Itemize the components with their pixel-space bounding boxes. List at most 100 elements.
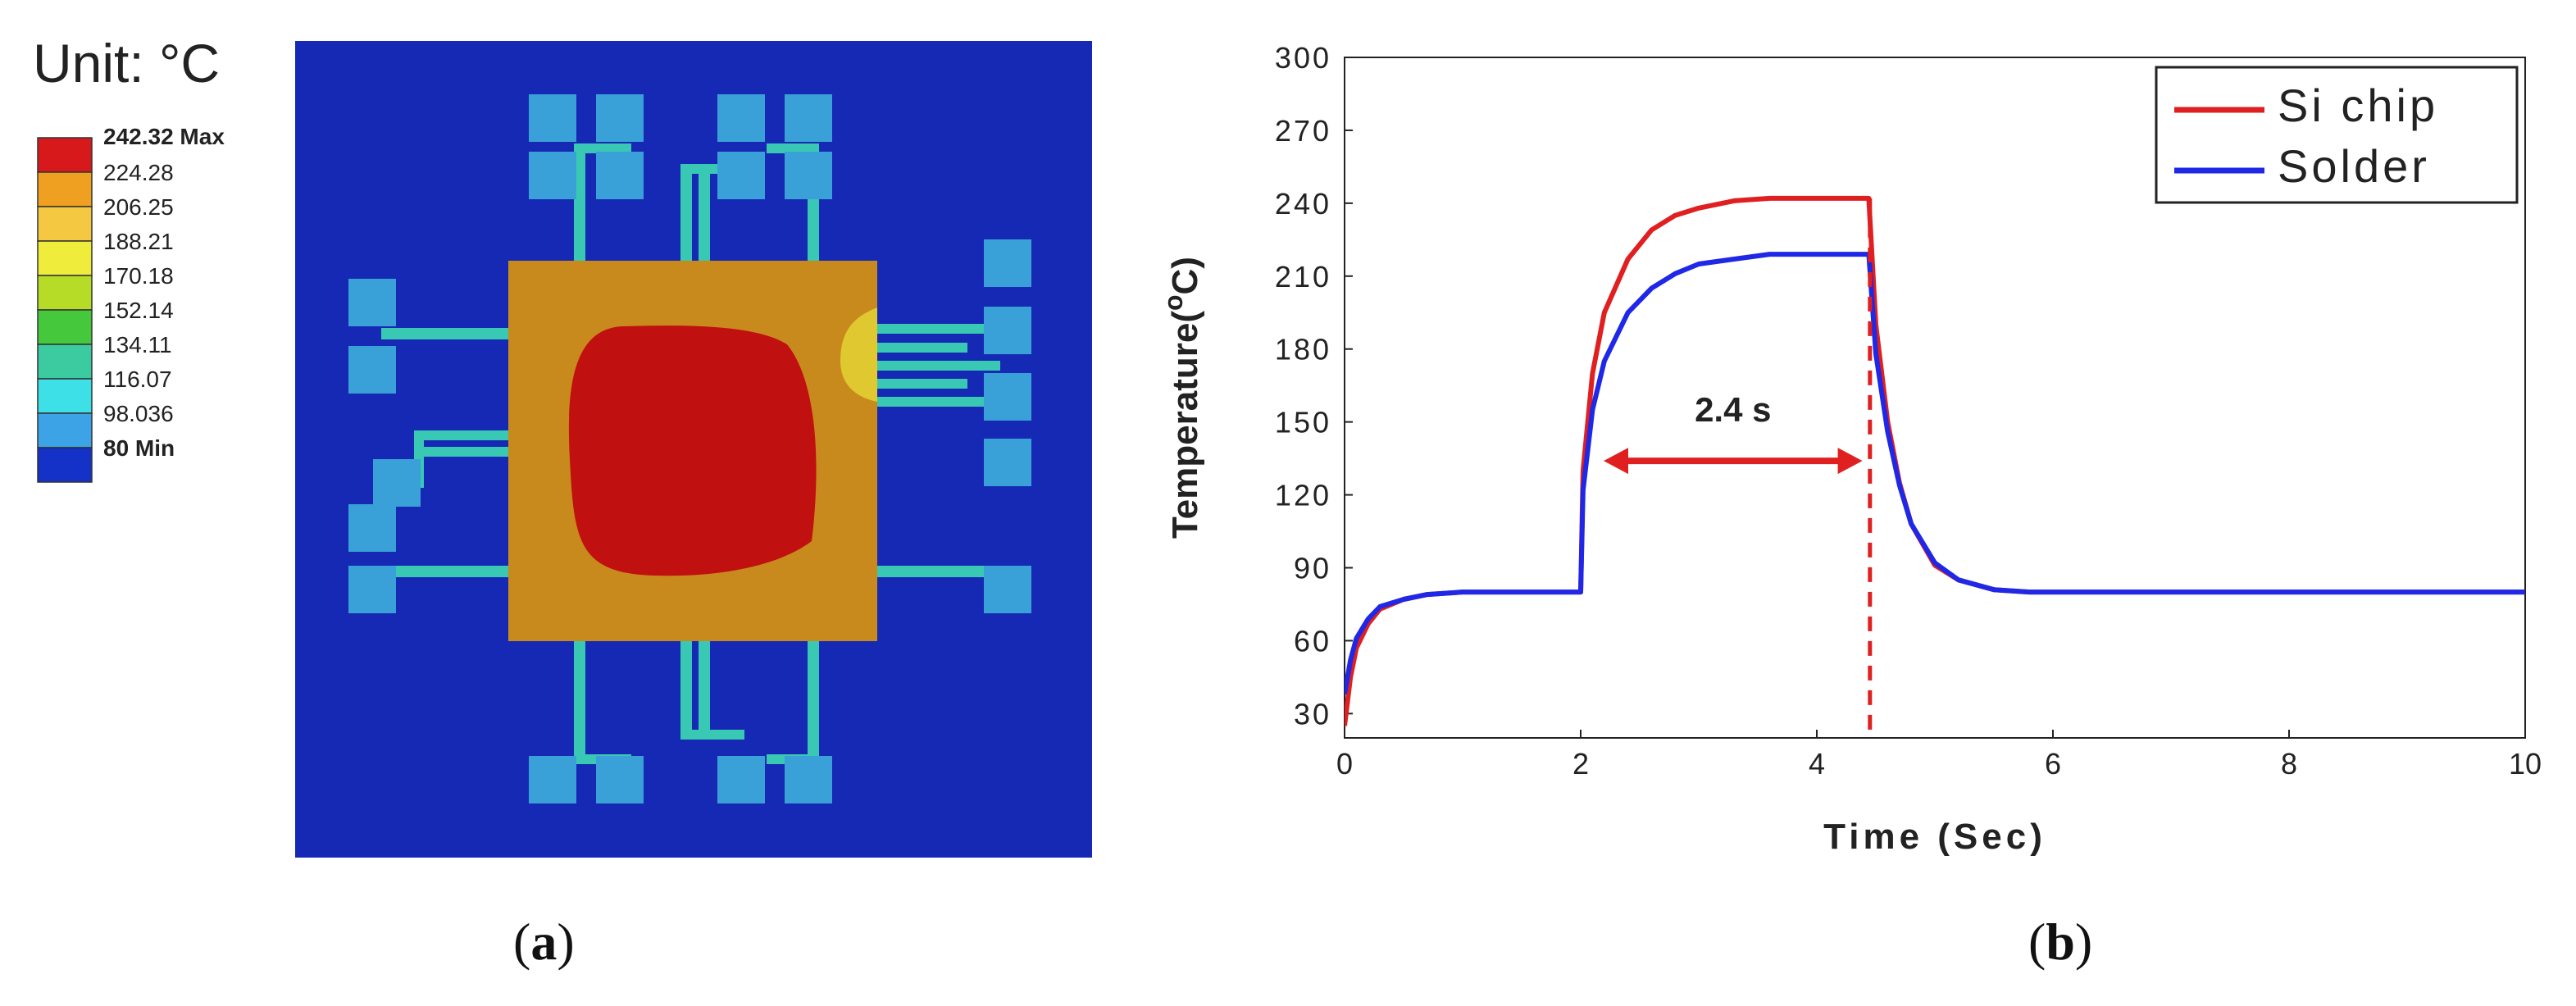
legend-value-label: 188.21: [103, 229, 174, 254]
y-tick-label: 30: [1294, 697, 1331, 731]
bond-pad: [348, 504, 396, 552]
bond-pad: [596, 94, 644, 142]
y-tick-label: 120: [1275, 479, 1331, 512]
trace: [574, 641, 585, 764]
bond-pad: [529, 152, 576, 199]
series-line-solder: [1345, 252, 2525, 695]
bond-pad: [348, 566, 396, 613]
bond-pad: [348, 279, 396, 326]
caption-a: (a): [513, 913, 575, 971]
trace: [699, 730, 744, 740]
duration-arrow-head-left: [1604, 448, 1628, 475]
y-tick-label: 210: [1275, 260, 1331, 294]
legend-swatch: [37, 137, 93, 173]
pads-and-traces: [348, 94, 1031, 803]
legend-value-label: 242.32 Max: [103, 124, 225, 149]
y-tick-label: 150: [1275, 406, 1331, 439]
legend-label-solder: Solder: [2278, 140, 2430, 192]
trace: [877, 343, 967, 353]
y-axis-ticks: 30 60 90 120 150 180 210 240 270 300: [1275, 41, 1353, 731]
caption-a-letter: a: [530, 913, 558, 971]
unit-label: Unit: °C: [33, 33, 220, 93]
x-axis-label: Time (Sec): [1823, 817, 2046, 857]
trace: [574, 143, 585, 261]
bond-pad: [984, 373, 1031, 421]
trace: [381, 328, 508, 339]
bond-pad: [984, 239, 1031, 287]
legend: Si chip Solder: [2155, 66, 2519, 204]
legend-swatch: [37, 275, 93, 311]
legend-swatch: [37, 412, 93, 448]
bond-pad: [984, 307, 1031, 354]
bond-pad: [785, 94, 832, 142]
contour-legend: 242.32 Max 224.28 206.25 188.21 170.18 152.14…: [37, 124, 225, 483]
panel-b-line-chart: 30 60 90 120 150 180 210 240 270 300 0 2 4 6 8 10 2.4 …: [1158, 41, 2542, 857]
bond-pad: [717, 152, 765, 199]
bond-pad: [984, 439, 1031, 486]
legend-value-label: 134.11: [103, 332, 172, 357]
bond-pad: [984, 566, 1031, 613]
panel-a-thermal-contour: Unit: °C 242.32 Max 224.28 206.25 188.21 170…: [33, 33, 1092, 858]
series-lines: [1345, 195, 2525, 726]
trace: [574, 143, 631, 153]
duration-arrow-head-right: [1837, 448, 1863, 475]
bond-pad: [529, 94, 576, 142]
annotations: 2.4 s: [1604, 198, 1873, 738]
trace: [414, 447, 508, 457]
x-tick-label: 8: [2281, 747, 2297, 781]
legend-value-label: 170.18: [103, 263, 174, 289]
legend-box: [2155, 66, 2519, 204]
legend-label-si-chip: Si chip: [2278, 80, 2438, 131]
bond-pad: [529, 756, 576, 803]
trace: [414, 430, 508, 440]
caption-b-letter: b: [2046, 913, 2075, 971]
legend-swatch: [37, 206, 93, 242]
trace: [877, 566, 1000, 577]
x-tick-label: 10: [2509, 747, 2542, 781]
warm-edge-region: [840, 307, 877, 402]
trace: [808, 641, 819, 764]
x-axis-ticks: 0 2 4 6 8 10: [1336, 730, 2542, 781]
y-tick-label: 300: [1275, 41, 1331, 75]
y-axis-label-end: C): [1165, 257, 1205, 294]
y-tick-label: 90: [1294, 552, 1331, 585]
hotspot-region: [568, 325, 817, 576]
trace: [877, 379, 967, 389]
bond-pad: [717, 756, 765, 803]
bond-pad: [596, 756, 644, 803]
legend-swatch: [37, 240, 93, 276]
y-tick-label: 60: [1294, 624, 1331, 658]
y-axis-label-sup: o: [1158, 294, 1188, 311]
y-tick-label: 270: [1275, 114, 1331, 148]
bond-pad: [717, 94, 765, 142]
duration-label: 2.4 s: [1695, 390, 1771, 429]
trace: [877, 324, 1000, 334]
legend-value-label: 116.07: [103, 366, 172, 392]
legend-value-label: 224.28: [103, 160, 174, 185]
legend-value-label: 206.25: [103, 194, 174, 220]
fea-model: [295, 41, 1092, 858]
x-tick-label: 6: [2045, 747, 2061, 781]
trace: [699, 641, 710, 740]
trace: [699, 164, 710, 261]
legend-swatch: [37, 171, 93, 207]
bond-pad: [373, 459, 421, 507]
legend-value-label: 80 Min: [103, 435, 175, 461]
legend-value-label: 98.036: [103, 401, 174, 426]
trace: [877, 361, 1000, 371]
trace: [381, 566, 508, 577]
y-axis-label-main: Temperature(: [1165, 311, 1205, 539]
legend-swatch: [37, 378, 93, 414]
y-tick-label: 240: [1275, 187, 1331, 221]
trace: [680, 641, 692, 740]
bond-pad: [785, 756, 832, 803]
bond-pad: [596, 152, 644, 199]
bond-pad: [785, 152, 832, 199]
trace: [877, 397, 1000, 407]
legend-value-label: 152.14: [103, 298, 174, 323]
x-tick-label: 0: [1336, 747, 1353, 781]
bond-pad: [348, 346, 396, 394]
legend-swatch: [37, 344, 93, 380]
trace: [680, 164, 692, 261]
x-tick-label: 4: [1809, 747, 1825, 781]
